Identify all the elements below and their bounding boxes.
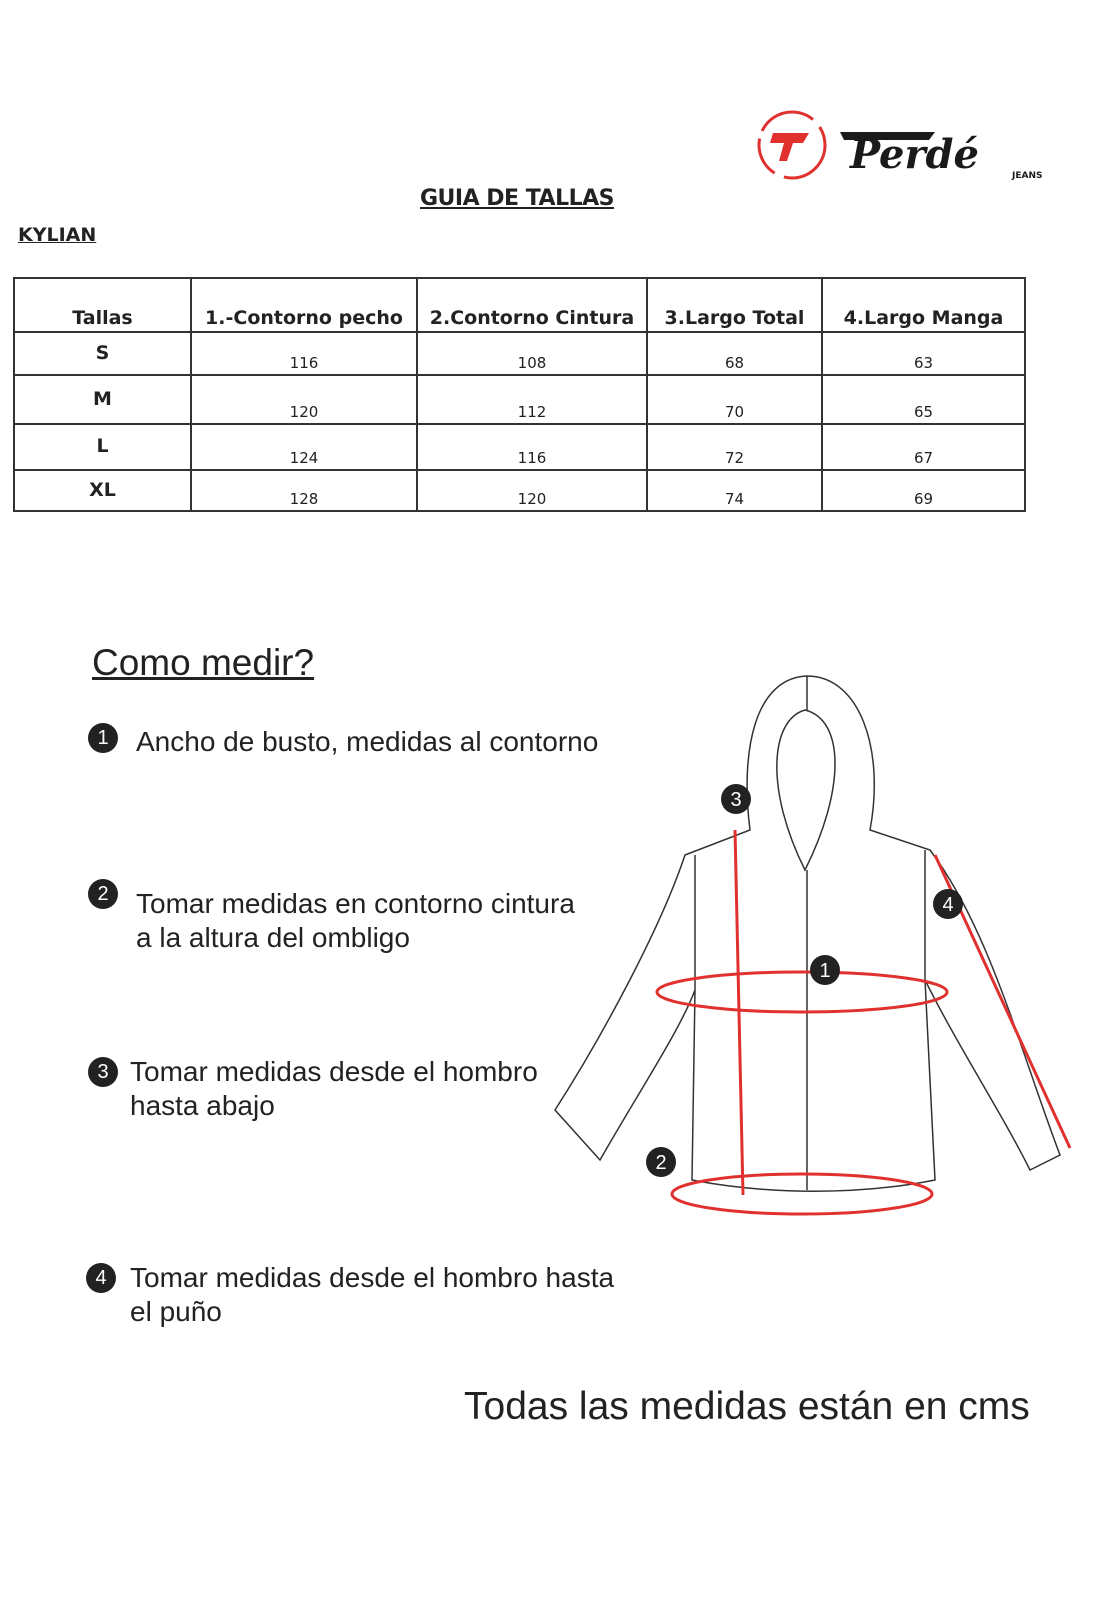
size-cell: M: [13, 374, 192, 425]
step-number-badge: 2: [88, 879, 118, 909]
brand-sub: JEANS: [1011, 171, 1042, 181]
size-table: Tallas 1.-Contorno pecho 2.Contorno Cint…: [13, 277, 1026, 512]
table-row: S 116 108 68 63: [13, 331, 1026, 376]
header-cell: 3.Largo Total: [646, 277, 823, 333]
page-title: GUIA DE TALLAS: [420, 186, 614, 211]
value-cell: 67: [821, 423, 1026, 471]
units-note: Todas las medidas están en cms: [464, 1385, 1030, 1428]
value-cell: 120: [416, 469, 648, 512]
size-cell: XL: [13, 469, 192, 512]
step-number-badge: 1: [88, 723, 118, 753]
table-row: L 124 116 72 67: [13, 423, 1026, 471]
diagram-label-2: 2: [655, 1152, 666, 1174]
value-cell: 70: [646, 374, 823, 425]
step-number-badge: 3: [88, 1057, 118, 1087]
value-cell: 65: [821, 374, 1026, 425]
header-cell: Tallas: [13, 277, 192, 333]
diagram-label-1: 1: [819, 960, 830, 982]
value-cell: 63: [821, 331, 1026, 376]
header-cell: 4.Largo Manga: [821, 277, 1026, 333]
size-cell: L: [13, 423, 192, 471]
size-cell: S: [13, 331, 192, 376]
header-cell: 2.Contorno Cintura: [416, 277, 648, 333]
value-cell: 120: [190, 374, 418, 425]
hoodie-diagram: 1 2 3 4: [554, 675, 1072, 1216]
value-cell: 124: [190, 423, 418, 471]
brand-name: Perdé: [849, 131, 979, 178]
table-row: M 120 112 70 65: [13, 374, 1026, 425]
step-text: Tomar medidas desde el hombro hasta abaj…: [130, 1056, 538, 1121]
header-cell: 1.-Contorno pecho: [190, 277, 418, 333]
value-cell: 128: [190, 469, 418, 512]
value-cell: 108: [416, 331, 648, 376]
value-cell: 68: [646, 331, 823, 376]
value-cell: 72: [646, 423, 823, 471]
value-cell: 69: [821, 469, 1026, 512]
product-name: KYLIAN: [18, 224, 97, 246]
how-to-measure-title: Como medir?: [92, 642, 315, 683]
table-row: XL 128 120 74 69: [13, 469, 1026, 512]
brand-logo: Perdé JEANS: [757, 110, 1042, 181]
step-text: Tomar medidas desde el hombro hasta el p…: [130, 1262, 615, 1327]
step-text: Ancho de busto, medidas al contorno: [136, 726, 599, 757]
value-cell: 112: [416, 374, 648, 425]
step-text: Tomar medidas en contorno cintura a la a…: [136, 888, 575, 953]
diagram-label-3: 3: [730, 789, 741, 811]
diagram-label-4: 4: [942, 894, 953, 916]
table-header-row: Tallas 1.-Contorno pecho 2.Contorno Cint…: [13, 277, 1026, 333]
value-cell: 116: [416, 423, 648, 471]
step-number-badge: 4: [86, 1263, 116, 1293]
value-cell: 116: [190, 331, 418, 376]
value-cell: 74: [646, 469, 823, 512]
